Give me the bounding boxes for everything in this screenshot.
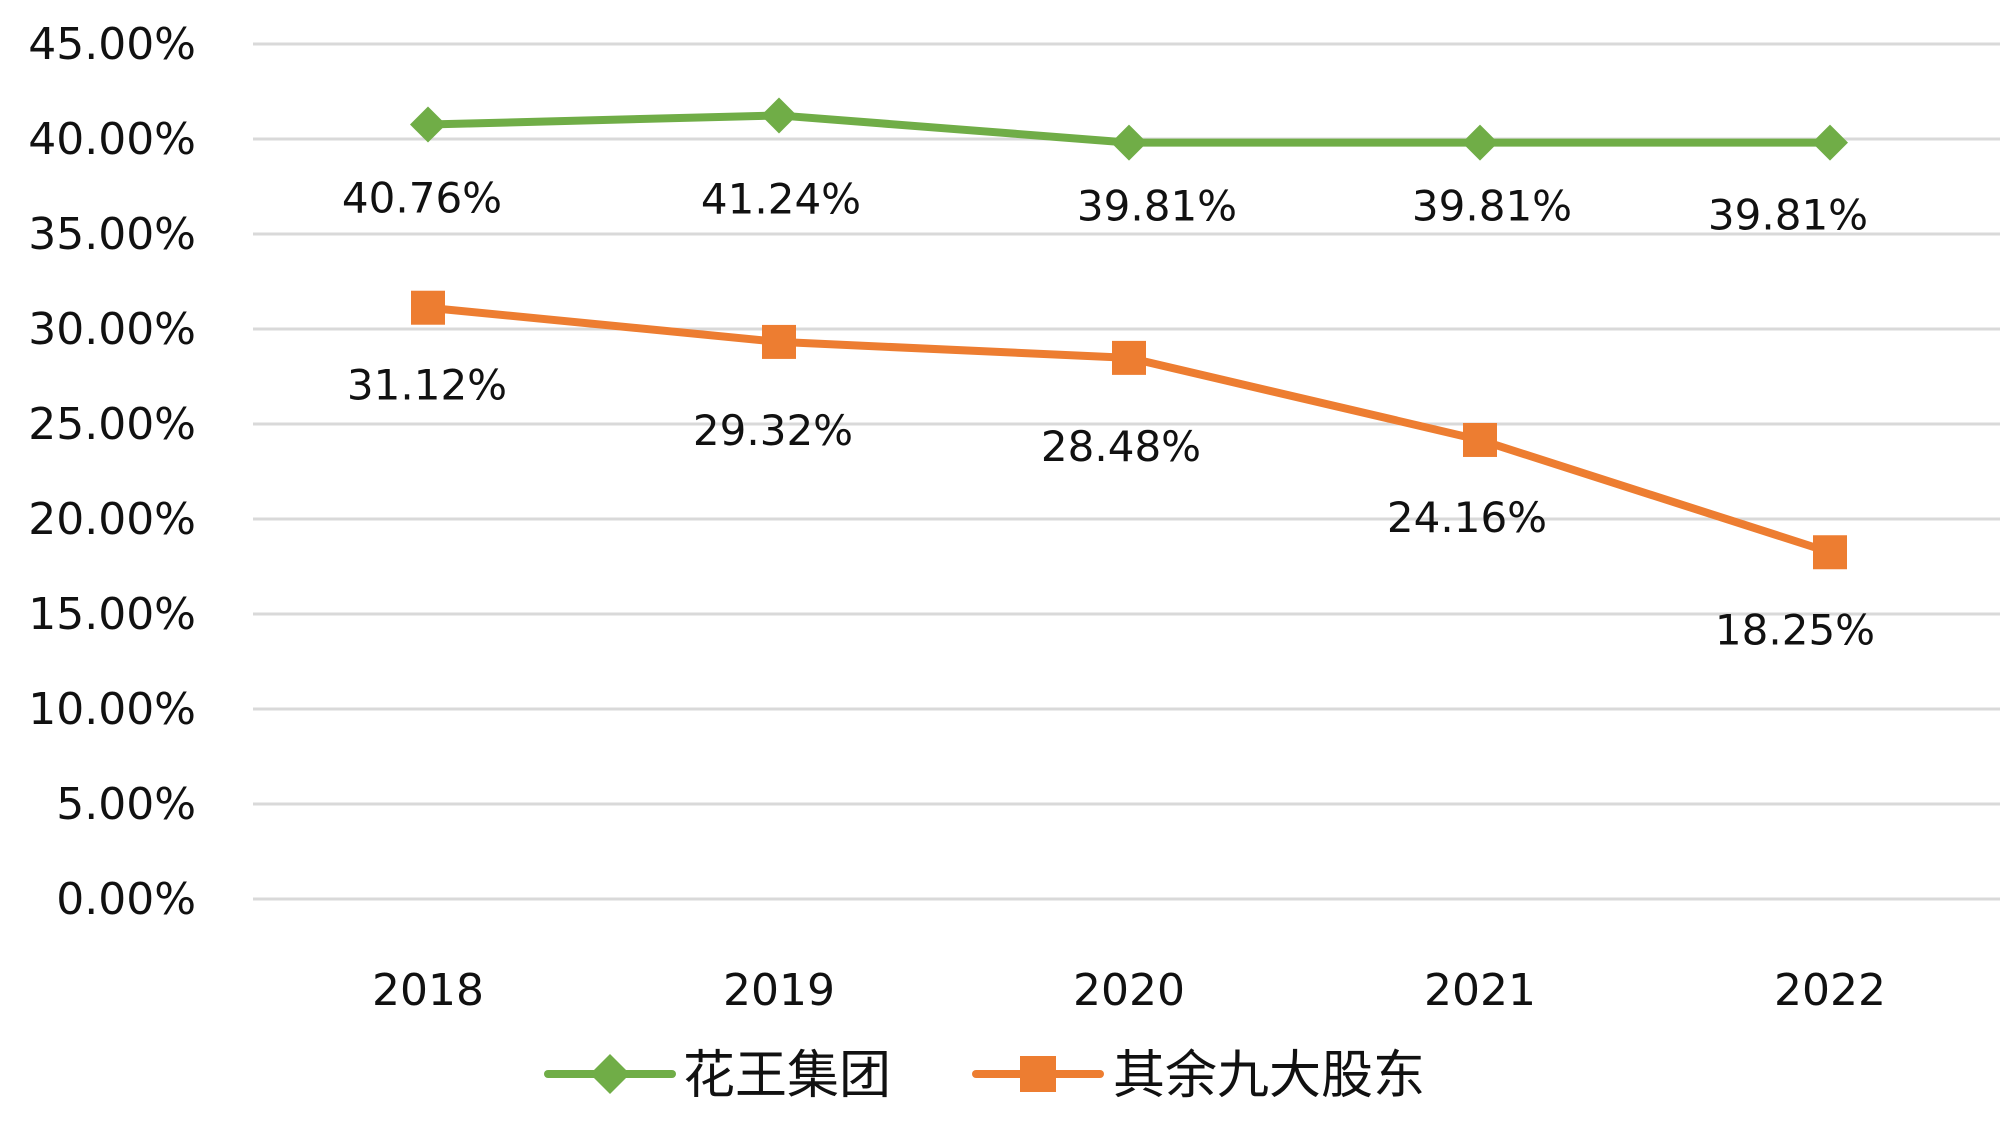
y-tick-label: 15.00% (28, 589, 196, 640)
y-tick-label: 5.00% (56, 779, 196, 830)
series-1-point-2020 (1112, 340, 1146, 375)
series-1-point-2022 (1813, 535, 1847, 570)
series-0-point-2022 (1812, 124, 1848, 161)
y-tick-label: 10.00% (28, 684, 196, 735)
series-0-point-2020 (1111, 124, 1147, 161)
legend-label: 其余九大股东 (1113, 1046, 1425, 1106)
series-1-data-label: 24.16% (1387, 493, 1547, 542)
legend-label: 花王集团 (683, 1046, 891, 1106)
series-0-data-label: 39.81% (1708, 191, 1868, 240)
legend-item-1: 其余九大股东 (972, 1046, 1425, 1106)
legend-marker (590, 1054, 630, 1094)
x-tick-label: 2018 (372, 965, 484, 1016)
series-0-data-label: 39.81% (1412, 182, 1572, 231)
y-tick-label: 0.00% (56, 874, 196, 925)
series-1-data-label: 18.25% (1715, 605, 1875, 654)
grid-layer (253, 42, 2000, 901)
legend: 花王集团 其余九大股东 (544, 1046, 1425, 1106)
series-0-point-2018 (410, 106, 446, 143)
y-axis-ticks: 0.00% 5.00% 10.00% 15.00% 20.00% 25.00% 30.00%… (28, 19, 196, 925)
data-labels: 40.76% 41.24% 39.81% 39.81% 39.81% 31.12% 29.3… (342, 174, 1875, 655)
series-1-data-label: 29.32% (693, 406, 853, 455)
y-tick-label: 20.00% (28, 494, 196, 545)
series-1-data-label: 31.12% (347, 361, 507, 410)
series-0-point-2019 (761, 97, 797, 134)
x-tick-label: 2021 (1424, 965, 1536, 1016)
x-tick-label: 2019 (723, 965, 835, 1016)
series-1-point-2021 (1463, 422, 1497, 457)
series-0-data-label: 41.24% (701, 174, 861, 223)
y-tick-label: 40.00% (28, 114, 196, 165)
series-1-data-label: 28.48% (1041, 422, 1201, 471)
x-tick-label: 2020 (1073, 965, 1185, 1016)
y-tick-label: 25.00% (28, 399, 196, 450)
series-0-data-label: 39.81% (1077, 182, 1237, 231)
legend-item-0: 花王集团 (544, 1046, 891, 1106)
legend-marker (1020, 1056, 1056, 1092)
y-tick-label: 45.00% (28, 19, 196, 70)
series-0-point-2021 (1462, 124, 1498, 161)
y-tick-label: 30.00% (28, 304, 196, 355)
series-layer (410, 97, 1848, 570)
x-tick-label: 2022 (1774, 965, 1886, 1016)
series-0-data-label: 40.76% (342, 174, 502, 223)
series-1-point-2019 (762, 324, 796, 359)
series-1-point-2018 (411, 290, 445, 325)
y-tick-label: 35.00% (28, 209, 196, 260)
x-axis-ticks: 2018 2019 2020 2021 2022 (372, 965, 1886, 1016)
